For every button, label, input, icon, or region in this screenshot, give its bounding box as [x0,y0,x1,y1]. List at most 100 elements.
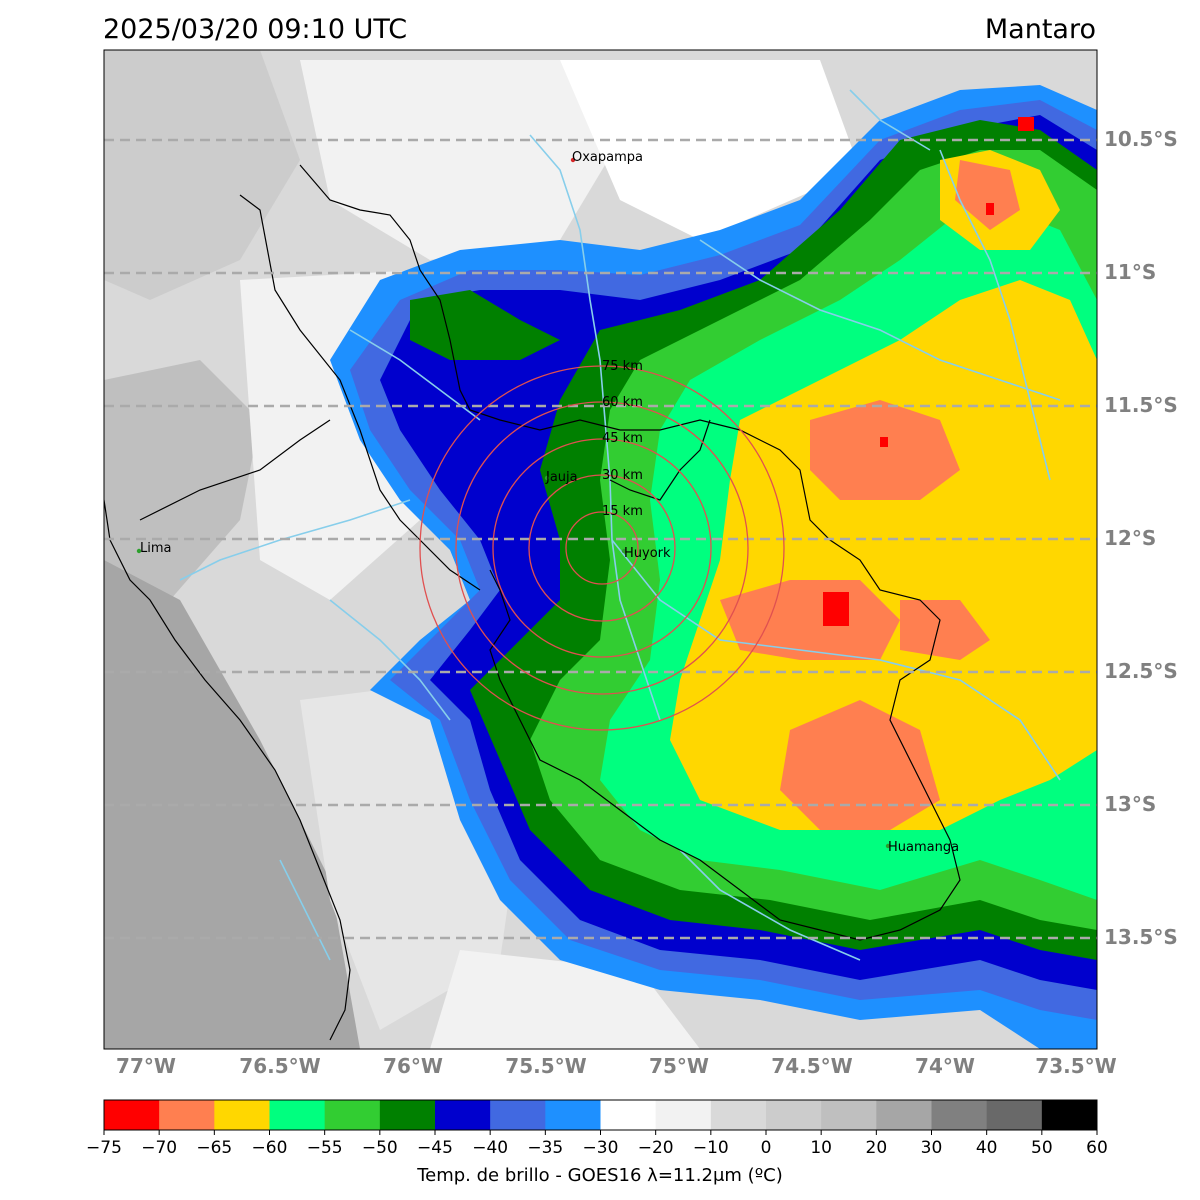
lat-label: 10.5°S [1104,127,1178,151]
colorbar-swatch [655,1100,712,1130]
colorbar-swatch [324,1100,381,1130]
colorbar-tick-label: −75 [86,1138,122,1158]
colorbar-swatch [490,1100,546,1130]
colorbar-swatch [931,1100,988,1130]
white-cloud-patch [560,60,860,240]
lon-label: 73.5°W [1035,1054,1116,1078]
colorbar-label: Temp. de brillo - GOES16 λ=11.2μm (ºC) [416,1165,783,1186]
mantaro-basin-boundary [299,164,961,941]
colorbar-tick-label: 50 [1031,1138,1053,1158]
colorbar-swatch [600,1100,657,1130]
coastline [104,499,351,1041]
colorbar-tick-label: −45 [417,1138,453,1158]
city-marker-huyork [621,548,627,554]
colorbar-tick-label: 40 [976,1138,998,1158]
range-ring-75km [419,365,785,731]
cloud-layer-minus70 [780,700,940,830]
ring-label-30km: 30 km [602,468,643,483]
lon-label: 76.5°W [239,1054,320,1078]
cloud-layer-minus75 [880,437,888,447]
colorbar-swatch [986,1100,1043,1130]
lon-label: 76°W [383,1054,443,1078]
cloud-layer-minus70 [900,600,990,660]
colorbar-tick-label: −65 [196,1138,232,1158]
city-marker-huamanga [885,843,891,849]
colorbar-tick-label: 10 [810,1138,832,1158]
map-datetime-title: 2025/03/20 09:10 UTC [103,14,408,45]
gray-terrain-patch [104,50,300,300]
colorbar-swatch [159,1100,215,1130]
lon-label: 75°W [649,1054,709,1078]
map-region-title: Mantaro [984,14,1096,45]
lat-label: 13.5°S [1104,925,1178,949]
colorbar-swatch [214,1100,270,1130]
ring-label-45km: 45 km [602,431,643,446]
lon-label: 74.5°W [771,1054,852,1078]
temperature-colorbar: −75 −70 −65 −60 −55 −50 −45 −40 −35 −30 −20 −10 0 10 2… [86,1099,1108,1158]
colorbar-tick-label: 0 [761,1138,772,1158]
colorbar-swatch [379,1100,436,1130]
city-label-oxapampa: Oxapampa [572,150,643,165]
cloud-layer-minus75 [1018,117,1034,131]
range-ring-45km [492,438,712,658]
colorbar-tick-label: −35 [527,1138,563,1158]
white-cloud-patch [300,60,620,260]
colorbar-swatch [435,1100,491,1130]
city-label-huamanga: Huamanga [888,840,959,855]
colorbar-swatch [269,1100,326,1130]
range-ring-60km [455,401,749,695]
map-panel[interactable]: 15 km 30 km 45 km 60 km 75 km Oxapampa J… [104,50,1097,1049]
latitude-labels: 10.5°S 11°S 11.5°S 12°S 12.5°S 13°S 13.5… [1104,127,1178,949]
cloud-layer-minus70-ne [955,160,1020,230]
cloud-layer-minus75 [986,203,994,215]
city-marker-jauja [544,475,550,481]
city-label-jauja: Jauja [545,470,578,485]
lon-label: 75.5°W [505,1054,586,1078]
colorbar-swatch [766,1100,822,1130]
cloud-layer-minus50-north [410,290,560,360]
lat-label: 11°S [1104,260,1156,284]
latitude-gridlines [104,138,1097,940]
map-frame [103,49,1098,1050]
colorbar-tick-label: −55 [307,1138,343,1158]
colorbar-tick-label: −20 [638,1138,674,1158]
ring-label-75km: 75 km [602,359,643,374]
city-label-lima: Lima [140,541,171,556]
colorbar-tick-label: 30 [921,1138,943,1158]
colorbar-swatch [876,1100,932,1130]
boundary-line [139,419,331,521]
gray-terrain-patch [104,360,260,620]
colorbar-tick-label: −30 [583,1138,619,1158]
lat-label: 12.5°S [1104,659,1178,683]
colorbar-swatch [545,1100,601,1130]
lat-label: 11.5°S [1104,393,1178,417]
lat-label: 13°S [1104,792,1156,816]
colorbar-tick-label: −70 [141,1138,177,1158]
colorbar-tick-label: 60 [1086,1138,1108,1158]
ring-label-15km: 15 km [602,504,643,519]
cloud-layer-minus65 [670,280,1097,830]
colorbar-tick-label: −40 [472,1138,508,1158]
city-marker-oxapampa [570,157,576,163]
longitude-labels: 77°W 76.5°W 76°W 75.5°W 75°W 74.5°W 74°W… [116,1054,1117,1078]
range-ring-30km [528,474,676,622]
colorbar-swatch [1041,1100,1098,1130]
colorbar-swatch [710,1100,767,1130]
lon-label: 74°W [915,1054,975,1078]
cloud-layer-minus70 [720,580,900,660]
ring-label-60km: 60 km [602,395,643,410]
cities: Oxapampa Jauja Lima Huyork Huamanga [136,150,959,855]
cloud-layer-minus70 [810,400,960,500]
boundaries [104,164,961,1041]
range-rings [419,365,785,731]
range-ring-labels: 15 km 30 km 45 km 60 km 75 km [602,359,643,519]
colorbar-tick-label: 20 [866,1138,888,1158]
colorbar-tick-label: −50 [362,1138,398,1158]
boundary-line [239,194,481,591]
lon-label: 77°W [116,1054,176,1078]
colorbar-swatch [104,1100,160,1130]
city-marker-lima [136,548,142,554]
colorbar-swatch [821,1100,877,1130]
boundary-line [609,419,711,501]
